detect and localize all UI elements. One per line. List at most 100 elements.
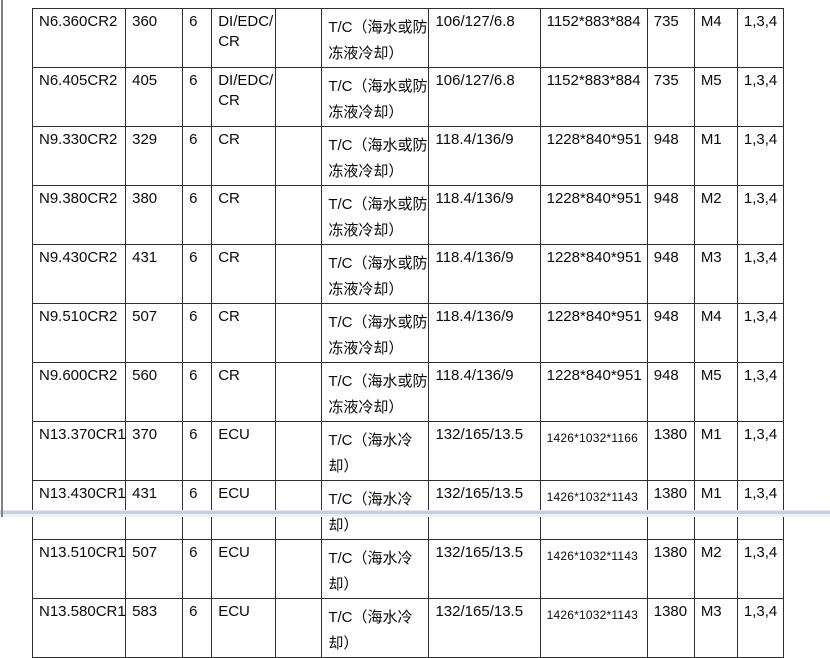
cell-r7-c3: ECU [211, 421, 277, 481]
cell-r7-c8: 1380 [646, 421, 695, 481]
cell-r5-c4 [275, 303, 323, 363]
cell-r5-c0: N9.510CR2 [31, 303, 127, 363]
cell-r10-c0: N13.580CR1 [31, 598, 127, 658]
cell-r10-c8: 1380 [646, 598, 695, 658]
cell-r5-c3: CR [211, 303, 277, 363]
cell-r4-c5: T/C（海水或防 冻液冷却） [321, 244, 430, 304]
cell-r6-c1: 560 [125, 362, 184, 422]
cell-r10-c1: 583 [125, 598, 184, 658]
cell-r5-c5: T/C（海水或防 冻液冷却） [321, 303, 430, 363]
cell-r9-c6: 132/165/13.5 [428, 539, 541, 599]
cell-r3-c7: 1228*840*951 [539, 185, 648, 245]
cell-r4-c7: 1228*840*951 [539, 244, 648, 304]
table-row: N13.370CR1 370 6 ECU T/C（海水冷 却） 132/165/13.5 1… [31, 421, 785, 481]
cell-r7-c10: 1,3,4 [736, 421, 785, 481]
cell-r2-c2: 6 [182, 126, 213, 186]
cell-r5-c9: M4 [693, 303, 738, 363]
cell-r4-c1: 431 [125, 244, 184, 304]
cell-r2-c10: 1,3,4 [736, 126, 785, 186]
cell-r10-c7: 1426*1032*1143 [539, 598, 648, 658]
cell-r4-c6: 118.4/136/9 [428, 244, 541, 304]
cell-r3-c8: 948 [646, 185, 695, 245]
cell-r0-c3: DI/EDC/ CR [211, 8, 277, 68]
cell-r1-c2: 6 [182, 67, 213, 127]
cell-r3-c5: T/C（海水或防 冻液冷却） [321, 185, 430, 245]
cell-r0-c9: M4 [693, 8, 738, 68]
cell-r9-c4 [275, 539, 323, 599]
cell-r2-c1: 329 [125, 126, 184, 186]
cell-r7-c0: N13.370CR1 [31, 421, 127, 481]
cell-r6-c10: 1,3,4 [736, 362, 785, 422]
cell-r5-c2: 6 [182, 303, 213, 363]
cell-r0-c10: 1,3,4 [736, 8, 785, 68]
cell-r4-c4 [275, 244, 323, 304]
table-row: N13.510CR1 507 6 ECU T/C（海水冷 却） 132/165/13.5 1… [31, 539, 785, 599]
page-left-edge-line [1, 0, 3, 517]
cell-r5-c1: 507 [125, 303, 184, 363]
cell-r3-c4 [275, 185, 323, 245]
cell-r2-c9: M1 [693, 126, 738, 186]
cell-r5-c10: 1,3,4 [736, 303, 785, 363]
cell-r1-c10: 1,3,4 [736, 67, 785, 127]
cell-r10-c5: T/C（海水冷 却） [321, 598, 430, 658]
table-row: N9.600CR2 560 6 CR T/C（海水或防 冻液冷却） 118.4/136/9… [31, 362, 785, 422]
cell-r2-c8: 948 [646, 126, 695, 186]
cell-r10-c3: ECU [211, 598, 277, 658]
cell-r0-c7: 1152*883*884 [539, 8, 648, 68]
cell-r1-c0: N6.405CR2 [31, 67, 127, 127]
cell-r6-c9: M5 [693, 362, 738, 422]
cell-r0-c2: 6 [182, 8, 213, 68]
table-row: N9.430CR2 431 6 CR T/C（海水或防 冻液冷却） 118.4/136/9… [31, 244, 785, 304]
spec-table-body: N6.360CR2 360 6 DI/EDC/ CR T/C（海水或防 冻液冷却） 106… [31, 8, 785, 658]
cell-r2-c3: CR [211, 126, 277, 186]
cell-r1-c3: DI/EDC/ CR [211, 67, 277, 127]
cell-r4-c3: CR [211, 244, 277, 304]
cell-r7-c6: 132/165/13.5 [428, 421, 541, 481]
cell-r4-c2: 6 [182, 244, 213, 304]
cell-r5-c6: 118.4/136/9 [428, 303, 541, 363]
table-row: N6.405CR2 405 6 DI/EDC/ CR T/C（海水或防 冻液冷却） 106… [31, 67, 785, 127]
cell-r3-c0: N9.380CR2 [31, 185, 127, 245]
cell-r9-c0: N13.510CR1 [31, 539, 127, 599]
cell-r0-c4 [275, 8, 323, 68]
table-row: N9.510CR2 507 6 CR T/C（海水或防 冻液冷却） 118.4/136/9… [31, 303, 785, 363]
table-row: N9.330CR2 329 6 CR T/C（海水或防 冻液冷却） 118.4/136/9… [31, 126, 785, 186]
cell-r2-c5: T/C（海水或防 冻液冷却） [321, 126, 430, 186]
cell-r10-c6: 132/165/13.5 [428, 598, 541, 658]
cell-r9-c3: ECU [211, 539, 277, 599]
cell-r0-c0: N6.360CR2 [31, 8, 127, 68]
cell-r5-c8: 948 [646, 303, 695, 363]
cell-r9-c5: T/C（海水冷 却） [321, 539, 430, 599]
cell-r10-c2: 6 [182, 598, 213, 658]
cell-r0-c1: 360 [125, 8, 184, 68]
cell-r0-c5: T/C（海水或防 冻液冷却） [321, 8, 430, 68]
cell-r3-c1: 380 [125, 185, 184, 245]
table-row: N6.360CR2 360 6 DI/EDC/ CR T/C（海水或防 冻液冷却） 106… [31, 8, 785, 68]
cell-r6-c0: N9.600CR2 [31, 362, 127, 422]
cell-r2-c4 [275, 126, 323, 186]
table-row: N13.580CR1 583 6 ECU T/C（海水冷 却） 132/165/13.5 1… [31, 598, 785, 658]
cell-r4-c0: N9.430CR2 [31, 244, 127, 304]
cell-r6-c5: T/C（海水或防 冻液冷却） [321, 362, 430, 422]
cell-r9-c8: 1380 [646, 539, 695, 599]
cell-r7-c4 [275, 421, 323, 481]
cell-r3-c3: CR [211, 185, 277, 245]
cell-r3-c6: 118.4/136/9 [428, 185, 541, 245]
cell-r9-c7: 1426*1032*1143 [539, 539, 648, 599]
cell-r7-c7: 1426*1032*1166 [539, 421, 648, 481]
cell-r10-c9: M3 [693, 598, 738, 658]
cell-r6-c6: 118.4/136/9 [428, 362, 541, 422]
engine-spec-table: N6.360CR2 360 6 DI/EDC/ CR T/C（海水或防 冻液冷却） 106… [31, 8, 785, 658]
cell-r1-c5: T/C（海水或防 冻液冷却） [321, 67, 430, 127]
cell-r6-c7: 1228*840*951 [539, 362, 648, 422]
cell-r0-c6: 106/127/6.8 [428, 8, 541, 68]
cell-r3-c9: M2 [693, 185, 738, 245]
cell-r3-c10: 1,3,4 [736, 185, 785, 245]
cell-r1-c4 [275, 67, 323, 127]
cell-r7-c9: M1 [693, 421, 738, 481]
cell-r9-c10: 1,3,4 [736, 539, 785, 599]
cell-r10-c10: 1,3,4 [736, 598, 785, 658]
cell-r1-c8: 735 [646, 67, 695, 127]
page-bottom-edge [0, 510, 830, 517]
